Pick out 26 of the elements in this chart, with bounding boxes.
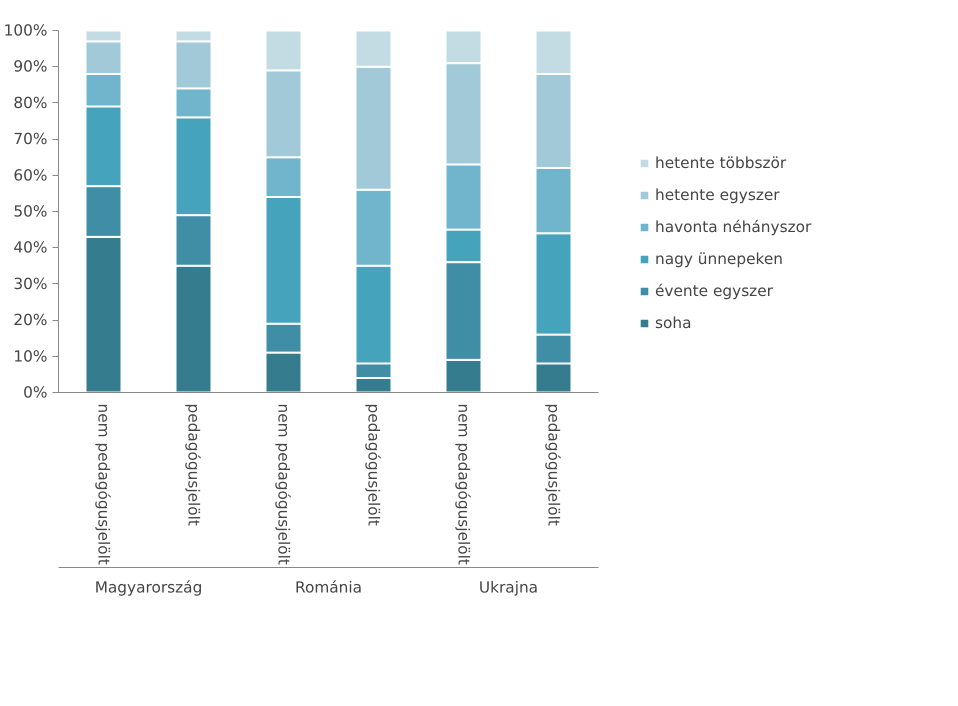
- y-tick-label: 80%: [13, 94, 48, 112]
- x-tick-label: pedagógusjelölt: [364, 404, 382, 526]
- x-tick-label: pedagógusjelölt: [544, 404, 562, 526]
- text: Ukrajna: [478, 578, 538, 596]
- text: Románia: [294, 578, 362, 596]
- legend-label: nagy ünnepeken: [655, 250, 783, 268]
- y-tick-label: 70%: [13, 130, 48, 148]
- y-tick-label: 50%: [13, 202, 48, 220]
- y-tick-label: 40%: [13, 238, 48, 257]
- y-tick-label: 0%: [23, 384, 48, 402]
- x-tick-label: pedagógusjelölt: [184, 404, 202, 526]
- legend-label: havonta néhányszor: [655, 218, 812, 236]
- y-tick-label: 60%: [13, 166, 48, 184]
- legend-label: hetente egyszer: [655, 186, 780, 204]
- y-tick-label: 30%: [13, 274, 48, 293]
- legend-label: hetente többször: [655, 154, 786, 172]
- y-tick-label: 90%: [13, 58, 48, 76]
- y-tick-label: 20%: [13, 311, 48, 330]
- x-tick-label: nem pedagógusjelölt: [454, 404, 472, 565]
- text: Magyarország: [94, 578, 202, 596]
- y-tick-label: 100%: [4, 22, 48, 40]
- x-tick-label: nem pedagógusjelölt: [274, 404, 292, 565]
- legend-label: évente egyszer: [655, 282, 773, 300]
- legend-label: soha: [655, 314, 692, 332]
- x-tick-label: nem pedagógusjelölt: [94, 404, 112, 565]
- y-tick-label: 10%: [13, 347, 48, 366]
